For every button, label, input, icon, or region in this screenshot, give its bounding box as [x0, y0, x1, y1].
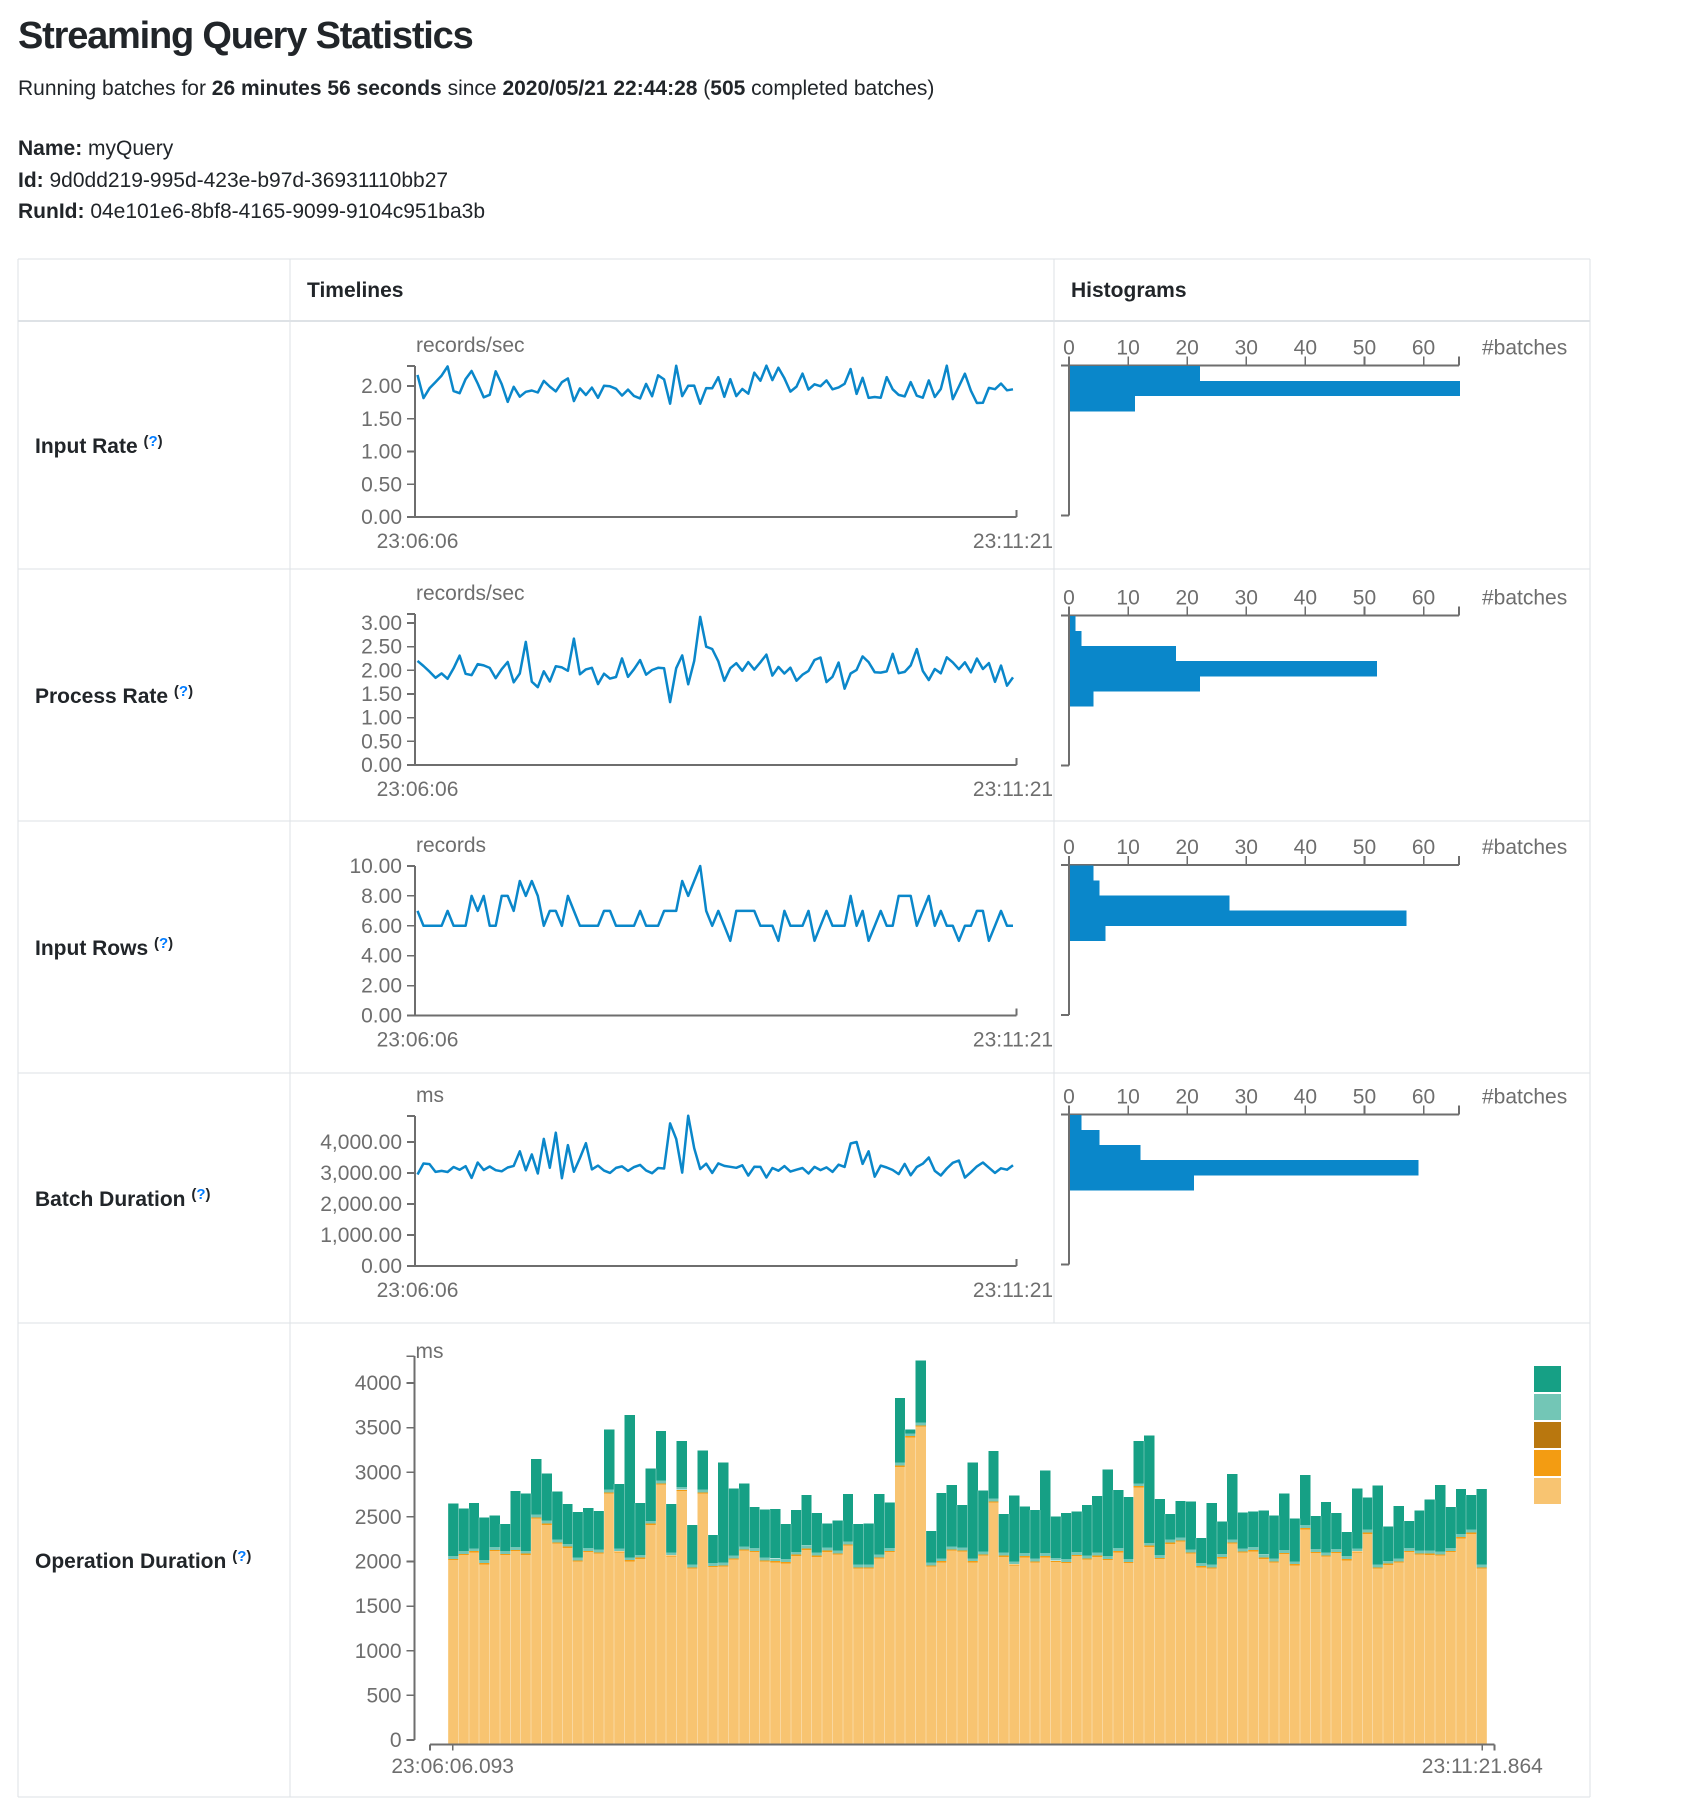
svg-text:50: 50: [1353, 1086, 1376, 1109]
svg-text:#batches: #batches: [1482, 337, 1567, 360]
svg-text:0: 0: [1063, 587, 1075, 610]
svg-text:1.00: 1.00: [361, 441, 402, 464]
svg-text:2500: 2500: [355, 1506, 402, 1529]
svg-text:23:11:21: 23:11:21: [973, 1029, 1053, 1052]
svg-text:3.00: 3.00: [361, 612, 402, 635]
svg-text:60: 60: [1412, 337, 1435, 360]
svg-text:23:06:06: 23:06:06: [377, 778, 459, 801]
svg-text:records: records: [416, 834, 486, 857]
svg-text:#batches: #batches: [1482, 587, 1567, 610]
svg-text:3000: 3000: [355, 1461, 402, 1484]
svg-text:1500: 1500: [355, 1595, 402, 1618]
svg-text:0.50: 0.50: [361, 730, 402, 753]
svg-text:2.00: 2.00: [361, 375, 402, 398]
svg-text:3500: 3500: [355, 1417, 402, 1440]
svg-text:0.00: 0.00: [361, 1005, 402, 1028]
svg-text:30: 30: [1235, 587, 1258, 610]
svg-text:8.00: 8.00: [361, 885, 402, 908]
svg-text:60: 60: [1412, 836, 1435, 859]
svg-text:23:11:21: 23:11:21: [973, 1279, 1053, 1302]
svg-text:1.50: 1.50: [361, 408, 402, 431]
svg-text:0.00: 0.00: [361, 754, 402, 777]
svg-text:records/sec: records/sec: [416, 582, 525, 605]
svg-text:23:11:21.864: 23:11:21.864: [1422, 1755, 1543, 1778]
svg-text:2,000.00: 2,000.00: [320, 1193, 402, 1216]
svg-text:0: 0: [390, 1729, 402, 1752]
svg-text:10: 10: [1116, 836, 1139, 859]
svg-text:0.50: 0.50: [361, 473, 402, 496]
svg-text:2.00: 2.00: [361, 659, 402, 682]
svg-text:30: 30: [1235, 836, 1258, 859]
svg-text:1000: 1000: [355, 1640, 402, 1663]
svg-text:10: 10: [1116, 1086, 1139, 1109]
svg-text:0.00: 0.00: [361, 1255, 402, 1278]
svg-text:4.00: 4.00: [361, 945, 402, 968]
svg-text:60: 60: [1412, 587, 1435, 610]
svg-text:1.50: 1.50: [361, 683, 402, 706]
svg-text:60: 60: [1412, 1086, 1435, 1109]
svg-text:23:11:21: 23:11:21: [973, 778, 1053, 801]
svg-text:20: 20: [1176, 337, 1199, 360]
svg-text:ms: ms: [416, 1340, 444, 1363]
svg-text:20: 20: [1176, 1086, 1199, 1109]
svg-text:0.00: 0.00: [361, 506, 402, 529]
svg-text:records/sec: records/sec: [416, 334, 525, 357]
svg-text:50: 50: [1353, 337, 1376, 360]
svg-text:40: 40: [1294, 587, 1317, 610]
svg-text:40: 40: [1294, 836, 1317, 859]
svg-text:0: 0: [1063, 836, 1075, 859]
svg-text:ms: ms: [416, 1084, 444, 1107]
svg-text:40: 40: [1294, 337, 1317, 360]
svg-text:2.50: 2.50: [361, 636, 402, 659]
svg-text:10: 10: [1116, 587, 1139, 610]
svg-text:3,000.00: 3,000.00: [320, 1162, 402, 1185]
svg-text:1,000.00: 1,000.00: [320, 1224, 402, 1247]
svg-text:23:06:06: 23:06:06: [377, 1029, 459, 1052]
svg-text:6.00: 6.00: [361, 915, 402, 938]
svg-text:23:06:06: 23:06:06: [377, 530, 459, 553]
svg-text:0: 0: [1063, 1086, 1075, 1109]
svg-text:500: 500: [366, 1684, 401, 1707]
svg-text:4,000.00: 4,000.00: [320, 1131, 402, 1154]
svg-text:0: 0: [1063, 337, 1075, 360]
svg-text:20: 20: [1176, 836, 1199, 859]
svg-text:1.00: 1.00: [361, 707, 402, 730]
svg-text:40: 40: [1294, 1086, 1317, 1109]
svg-text:2.00: 2.00: [361, 975, 402, 998]
svg-text:50: 50: [1353, 587, 1376, 610]
svg-text:10.00: 10.00: [349, 855, 402, 878]
svg-text:23:06:06.093: 23:06:06.093: [391, 1755, 514, 1778]
svg-text:30: 30: [1235, 337, 1258, 360]
svg-text:10: 10: [1116, 337, 1139, 360]
svg-text:23:06:06: 23:06:06: [377, 1279, 459, 1302]
svg-text:20: 20: [1176, 587, 1199, 610]
svg-text:4000: 4000: [355, 1372, 402, 1395]
svg-text:#batches: #batches: [1482, 1086, 1567, 1109]
svg-text:#batches: #batches: [1482, 836, 1567, 859]
svg-text:2000: 2000: [355, 1551, 402, 1574]
svg-text:50: 50: [1353, 836, 1376, 859]
svg-text:23:11:21: 23:11:21: [973, 530, 1053, 553]
svg-text:30: 30: [1235, 1086, 1258, 1109]
